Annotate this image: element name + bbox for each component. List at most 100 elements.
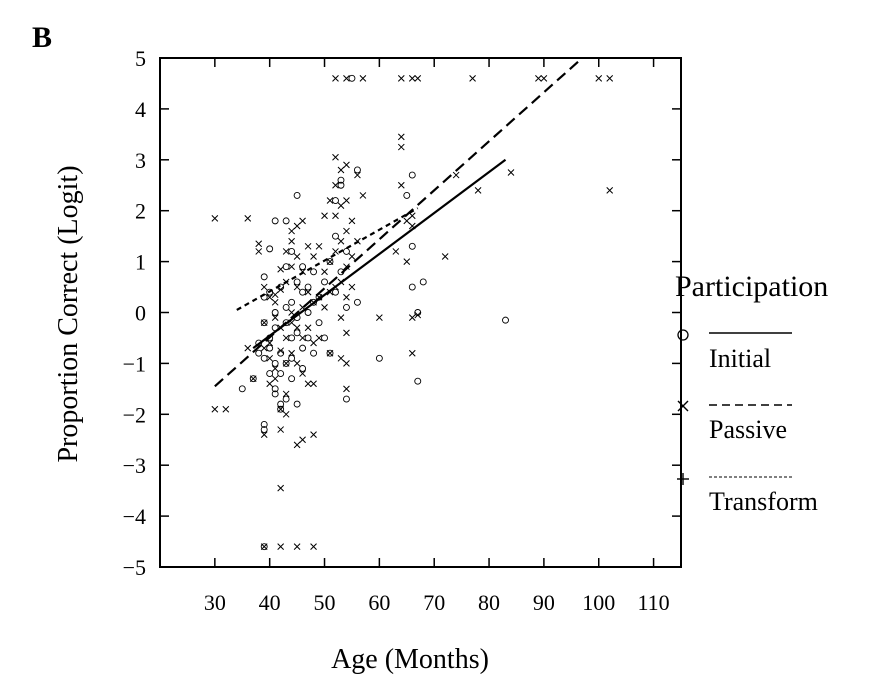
- data-point-passive: [332, 153, 339, 161]
- data-point-initial: [288, 375, 296, 383]
- data-point-initial: [315, 319, 323, 327]
- data-point-passive: [343, 75, 350, 82]
- data-point-passive: [469, 75, 476, 82]
- data-point-passive: [332, 181, 339, 189]
- data-point-passive: [326, 197, 334, 204]
- x-tick-label: 50: [314, 590, 336, 615]
- data-point-passive: [304, 242, 312, 250]
- data-point-passive: [376, 314, 383, 321]
- data-point-passive: [321, 212, 328, 220]
- data-point-passive: [343, 329, 350, 337]
- y-tick-label: 1: [135, 250, 146, 275]
- data-point-passive: [606, 186, 614, 194]
- regression-line-initial: [252, 158, 507, 350]
- data-point-passive: [343, 360, 350, 367]
- data-point-passive: [310, 431, 317, 439]
- data-point-initial: [271, 385, 279, 393]
- x-tick-labels: 30 40 50 60 70 80 90 100 110: [204, 590, 670, 615]
- data-point-passive: [271, 365, 279, 372]
- y-tick-labels: 5 4 3 2 1 0 −1 −2 −3 −4 −5: [123, 46, 146, 580]
- data-point-passive: [282, 248, 290, 255]
- data-point-passive: [244, 344, 252, 352]
- data-point-passive: [321, 304, 328, 311]
- data-point-passive: [359, 75, 367, 82]
- data-point-passive: [293, 324, 301, 332]
- data-point-initial: [266, 344, 274, 352]
- data-point-passive: [332, 75, 339, 82]
- legend-label-passive: Passive: [709, 415, 787, 444]
- data-point-initial: [310, 298, 318, 306]
- data-point-initial: [403, 191, 411, 199]
- y-tick-label: 2: [135, 199, 146, 224]
- data-point-initial: [299, 344, 307, 352]
- data-point-passive: [343, 197, 350, 204]
- legend-entry-transform: Transform: [677, 473, 818, 516]
- legend-entry-passive: Passive: [677, 400, 792, 444]
- data-point-passive: [414, 311, 422, 319]
- x-tick-label: 60: [368, 590, 390, 615]
- data-point-initial: [502, 316, 509, 324]
- data-point-initial: [419, 278, 427, 286]
- data-point-initial: [332, 232, 339, 240]
- data-point-passive: [310, 253, 317, 260]
- data-point-passive: [304, 324, 312, 332]
- panel-label: B: [32, 21, 52, 54]
- data-point-initial: [343, 247, 350, 255]
- data-point-passive: [343, 227, 350, 235]
- data-point-passive: [299, 436, 306, 444]
- data-point-passive: [337, 166, 345, 174]
- data-point-passive: [315, 242, 323, 250]
- y-tick-label: 3: [135, 148, 146, 173]
- data-point-passive: [348, 217, 356, 225]
- data-point-passive: [408, 75, 416, 82]
- data-point-passive: [354, 171, 361, 179]
- data-point-initial: [271, 309, 279, 316]
- data-point-passive: [540, 75, 548, 82]
- data-point-initial: [414, 377, 422, 385]
- data-point-passive: [277, 543, 285, 550]
- data-point-passive: [266, 380, 274, 388]
- y-tick-label: 4: [135, 97, 146, 122]
- data-point-passive: [277, 347, 285, 355]
- x-tick-label: 90: [533, 590, 555, 615]
- data-point-initial: [260, 421, 268, 428]
- data-point-passive: [299, 334, 306, 342]
- data-point-initial: [375, 354, 383, 362]
- data-point-initial: [326, 349, 334, 357]
- data-point-passive: [441, 253, 449, 260]
- data-point-initial: [299, 365, 307, 372]
- data-point-passive: [359, 192, 367, 199]
- regression-line-passive: [214, 57, 584, 388]
- data-point-passive: [271, 314, 279, 321]
- data-point-passive: [299, 370, 306, 377]
- x-tick-label: 40: [259, 590, 281, 615]
- data-point-passive: [343, 385, 350, 393]
- data-point-passive: [211, 405, 219, 413]
- data-point-passive: [337, 314, 345, 321]
- data-point-passive: [332, 248, 339, 255]
- legend-entry-initial: Initial: [677, 329, 792, 373]
- data-point-passive: [403, 258, 411, 265]
- data-point-initial: [282, 359, 290, 367]
- data-point-passive: [266, 339, 274, 347]
- data-point-initial: [266, 245, 274, 253]
- data-point-passive: [474, 186, 482, 194]
- x-tick-label: 80: [478, 590, 500, 615]
- data-point-initial: [408, 171, 416, 179]
- data-point-initial: [326, 258, 334, 266]
- data-point-passive: [266, 293, 274, 301]
- data-point-initial: [288, 354, 296, 362]
- data-point-passive: [260, 283, 268, 291]
- data-point-initial: [293, 329, 301, 337]
- data-point-passive: [397, 181, 405, 189]
- data-point-passive: [595, 75, 603, 82]
- data-point-passive: [452, 171, 460, 179]
- legend-plus-marker-icon: [677, 473, 689, 485]
- data-point-passive: [343, 293, 350, 301]
- data-point-passive: [288, 237, 295, 245]
- regression-line-transform: [236, 207, 419, 311]
- data-point-passive: [408, 212, 416, 220]
- data-point-initial: [408, 283, 416, 291]
- data-point-initial: [337, 176, 345, 184]
- data-point-passive: [222, 405, 230, 413]
